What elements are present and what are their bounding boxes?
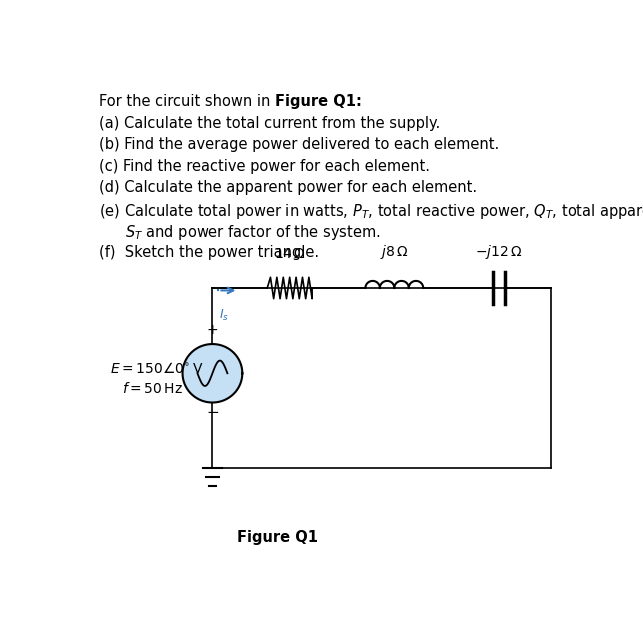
- Text: (e) Calculate total power in watts, $P_T$, total reactive power, $Q_T$, total ap: (e) Calculate total power in watts, $P_T…: [99, 202, 643, 221]
- Text: −: −: [206, 405, 219, 420]
- Text: $E = 150\angle 0^{\circ}\,\mathrm{V}$: $E = 150\angle 0^{\circ}\,\mathrm{V}$: [111, 361, 204, 376]
- Text: (f)  Sketch the power triangle.: (f) Sketch the power triangle.: [99, 244, 320, 260]
- Text: $S_T$ and power factor of the system.: $S_T$ and power factor of the system.: [125, 223, 381, 242]
- Text: $14\,\Omega$: $14\,\Omega$: [274, 247, 305, 261]
- Text: (c) Find the reactive power for each element.: (c) Find the reactive power for each ele…: [99, 159, 430, 174]
- Text: +: +: [206, 323, 218, 337]
- Text: $-j12\,\Omega$: $-j12\,\Omega$: [475, 243, 523, 261]
- Text: $j8\,\Omega$: $j8\,\Omega$: [380, 243, 409, 261]
- Text: Figure Q1: Figure Q1: [237, 530, 318, 545]
- Text: $I_s$: $I_s$: [219, 308, 229, 323]
- Text: For the circuit shown in: For the circuit shown in: [99, 94, 275, 110]
- Text: (d) Calculate the apparent power for each element.: (d) Calculate the apparent power for eac…: [99, 180, 478, 195]
- Text: (b) Find the average power delivered to each element.: (b) Find the average power delivered to …: [99, 137, 500, 153]
- Text: $f = 50\,\mathrm{Hz}$: $f = 50\,\mathrm{Hz}$: [122, 381, 183, 396]
- Circle shape: [183, 344, 242, 403]
- Text: (a) Calculate the total current from the supply.: (a) Calculate the total current from the…: [99, 116, 440, 131]
- Text: Figure Q1:: Figure Q1:: [275, 94, 362, 110]
